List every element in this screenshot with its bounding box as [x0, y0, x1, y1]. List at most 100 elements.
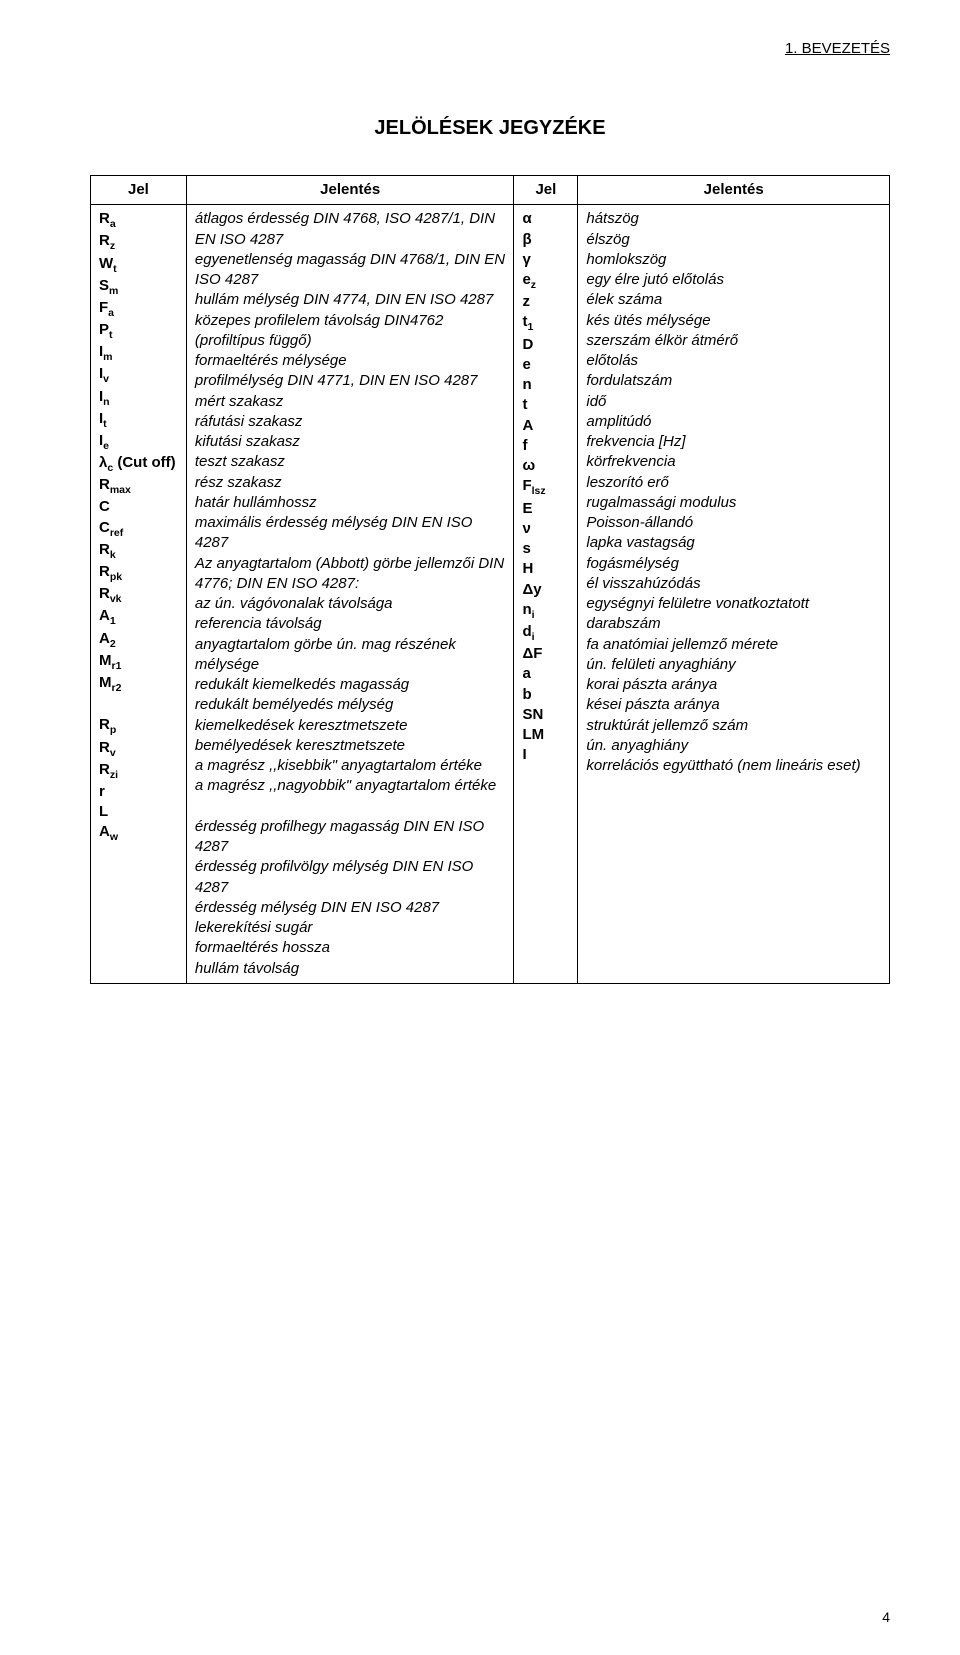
table-header-row: Jel Jelentés Jel Jelentés	[91, 176, 890, 205]
symbol-entry	[99, 695, 178, 715]
symbol-entry: Im	[99, 342, 178, 364]
description-entry: lapka vastagság	[586, 533, 881, 553]
description-entry: egyenetlenség magasság DIN 4768/1, DIN E…	[195, 250, 506, 291]
description-entry: a magrész ,,kisebbik" anyagtartalom érté…	[195, 756, 506, 776]
description-entry: előtolás	[586, 351, 881, 371]
description-entry: az ún. vágóvonalak távolsága	[195, 594, 506, 614]
symbol-entry: It	[99, 409, 178, 431]
description-entry: fordulatszám	[586, 371, 881, 391]
symbol-entry: E	[522, 499, 569, 519]
description-entry: Az anyagtartalom (Abbott) görbe jellemző…	[195, 554, 506, 595]
symbol-entry: ω	[522, 456, 569, 476]
col-header-symbol-1: Jel	[91, 176, 187, 205]
symbol-entry: SN	[522, 705, 569, 725]
description-entry: formaeltérés hossza	[195, 938, 506, 958]
symbol-entry: Aw	[99, 822, 178, 844]
symbol-entry: t	[522, 395, 569, 415]
col-header-symbol-2: Jel	[514, 176, 578, 205]
description-entry: hullám távolság	[195, 959, 506, 979]
symbol-entry: L	[99, 802, 178, 822]
description-entry	[195, 797, 506, 817]
symbol-entry: s	[522, 539, 569, 559]
notation-table: Jel Jelentés Jel Jelentés RaRzWtSmFaPtIm…	[90, 175, 890, 984]
description-entry: érdesség mélység DIN EN ISO 4287	[195, 898, 506, 918]
description-entry: kései pászta aránya	[586, 695, 881, 715]
description-entry: kifutási szakasz	[195, 432, 506, 452]
description-entry: profilmélység DIN 4771, DIN EN ISO 4287	[195, 371, 506, 391]
symbol-entry: A2	[99, 629, 178, 651]
symbol-entry: Sm	[99, 276, 178, 298]
description-entry: korrelációs együttható (nem lineáris ese…	[586, 756, 881, 776]
symbol-entry: Rzi	[99, 760, 178, 782]
description-entry: referencia távolság	[195, 614, 506, 634]
symbol-entry: f	[522, 436, 569, 456]
symbol-entry: Pt	[99, 320, 178, 342]
description-entry: érdesség profilvölgy mélység DIN EN ISO …	[195, 857, 506, 898]
section-header: 1. BEVEZETÉS	[90, 40, 890, 57]
description-entry: egy élre jutó előtolás	[586, 270, 881, 290]
symbol-entry: ez	[522, 270, 569, 292]
description-entry: ún. anyaghiány	[586, 736, 881, 756]
description-entry: struktúrát jellemző szám	[586, 716, 881, 736]
symbol-entry: b	[522, 685, 569, 705]
description-entry: él visszahúzódás	[586, 574, 881, 594]
description-entry: anyagtartalom görbe ún. mag részének mél…	[195, 635, 506, 676]
description-entry: rugalmassági modulus	[586, 493, 881, 513]
symbol-entry: z	[522, 292, 569, 312]
description-entry: a magrész ,,nagyobbik" anyagtartalom ért…	[195, 776, 506, 796]
description-entry: ún. felületi anyaghiány	[586, 655, 881, 675]
description-entry: hullám mélység DIN 4774, DIN EN ISO 4287	[195, 290, 506, 310]
symbol-entry: γ	[522, 250, 569, 270]
description-entry: maximális érdesség mélység DIN EN ISO 42…	[195, 513, 506, 554]
symbol-entry: ν	[522, 519, 569, 539]
symbol-entry: ΔF	[522, 644, 569, 664]
symbol-entry: D	[522, 335, 569, 355]
symbol-entry: t1	[522, 312, 569, 334]
description-entry: ráfutási szakasz	[195, 412, 506, 432]
symbol-entry: Iv	[99, 364, 178, 386]
symbol-entry: Fa	[99, 298, 178, 320]
symbol-entry: Ie	[99, 431, 178, 453]
symbol-entry: λc (Cut off)	[99, 453, 178, 475]
description-entry: fogásmélység	[586, 554, 881, 574]
symbol-entry: A1	[99, 606, 178, 628]
symbol-entry: Flsz	[522, 476, 569, 498]
symbol-entry: In	[99, 387, 178, 409]
symbol-entry: e	[522, 355, 569, 375]
symbol-entry: Rpk	[99, 562, 178, 584]
description-entry: amplitúdó	[586, 412, 881, 432]
right-description-cell: hátszögélszöghomlokszögegy élre jutó elő…	[578, 205, 890, 984]
symbol-entry: H	[522, 559, 569, 579]
symbol-entry: Rz	[99, 231, 178, 253]
description-entry: lekerekítési sugár	[195, 918, 506, 938]
symbol-entry: Mr2	[99, 673, 178, 695]
page-container: 1. BEVEZETÉS JELÖLÉSEK JEGYZÉKE Jel Jele…	[0, 0, 960, 1655]
symbol-entry: Wt	[99, 254, 178, 276]
symbol-entry: A	[522, 416, 569, 436]
table-body-row: RaRzWtSmFaPtImIvInItIeλc (Cut off)RmaxCC…	[91, 205, 890, 984]
description-entry: rész szakasz	[195, 473, 506, 493]
description-entry: kés ütés mélysége	[586, 311, 881, 331]
symbol-entry: Δy	[522, 580, 569, 600]
symbol-entry: Rp	[99, 715, 178, 737]
description-entry: kiemelkedések keresztmetszete	[195, 716, 506, 736]
right-symbol-cell: αβγezzt1DentAfωFlszEνsHΔynidiΔFabSNLMI	[514, 205, 578, 984]
left-description-cell: átlagos érdesség DIN 4768, ISO 4287/1, D…	[186, 205, 514, 984]
description-entry: homlokszög	[586, 250, 881, 270]
description-entry: korai pászta aránya	[586, 675, 881, 695]
page-title: JELÖLÉSEK JEGYZÉKE	[90, 117, 890, 140]
left-symbol-cell: RaRzWtSmFaPtImIvInItIeλc (Cut off)RmaxCC…	[91, 205, 187, 984]
description-entry: Poisson-állandó	[586, 513, 881, 533]
symbol-entry: a	[522, 664, 569, 684]
description-entry: határ hullámhossz	[195, 493, 506, 513]
symbol-entry: Rv	[99, 738, 178, 760]
symbol-entry: β	[522, 230, 569, 250]
symbol-entry: Mr1	[99, 651, 178, 673]
description-entry: szerszám élkör átmérő	[586, 331, 881, 351]
description-entry: redukált kiemelkedés magasság	[195, 675, 506, 695]
description-entry: teszt szakasz	[195, 452, 506, 472]
symbol-entry: ni	[522, 600, 569, 622]
description-entry: leszorító erő	[586, 473, 881, 493]
description-entry: átlagos érdesség DIN 4768, ISO 4287/1, D…	[195, 209, 506, 250]
symbol-entry: Rk	[99, 540, 178, 562]
